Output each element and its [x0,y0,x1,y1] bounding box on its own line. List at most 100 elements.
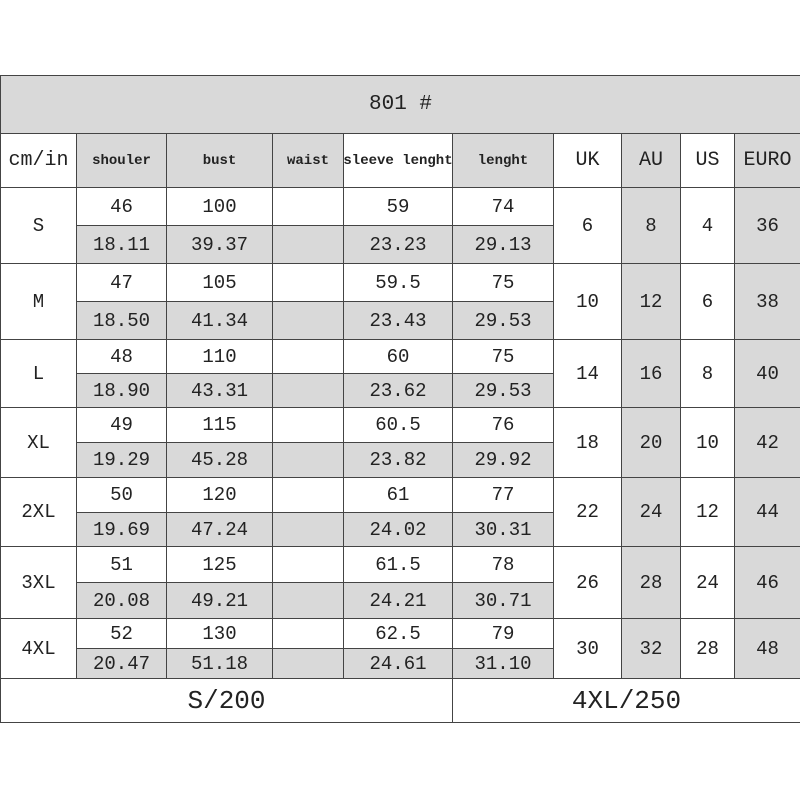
uk-size: 6 [553,187,622,264]
au-size: 8 [621,187,681,264]
au-size: 12 [621,263,681,340]
cm-value: 59.5 [343,263,453,302]
uk-size: 22 [553,477,622,547]
euro-size: 48 [734,618,800,679]
footer-note: S/200 [0,678,453,723]
waist-empty [272,225,344,264]
au-size: 20 [621,407,681,478]
waist-empty [272,618,344,649]
inch-value: 30.31 [452,512,554,547]
inch-value: 47.24 [166,512,273,547]
inch-value: 43.31 [166,373,273,408]
inch-value: 20.47 [76,648,167,679]
column-header: US [680,133,735,188]
cm-value: 130 [166,618,273,649]
cm-value: 120 [166,477,273,513]
inch-value: 39.37 [166,225,273,264]
cm-value: 76 [452,407,554,443]
inch-value: 45.28 [166,442,273,478]
uk-size: 26 [553,546,622,619]
au-size: 32 [621,618,681,679]
cm-value: 52 [76,618,167,649]
cm-value: 49 [76,407,167,443]
column-header: waist [272,133,344,188]
euro-size: 46 [734,546,800,619]
size-label: 2XL [0,477,77,547]
uk-size: 10 [553,263,622,340]
size-label: 3XL [0,546,77,619]
cm-value: 62.5 [343,618,453,649]
euro-size: 40 [734,339,800,408]
cm-value: 75 [452,263,554,302]
inch-value: 29.92 [452,442,554,478]
column-header: UK [553,133,622,188]
column-header: sleeve lenght [343,133,453,188]
inch-value: 23.23 [343,225,453,264]
us-size: 24 [680,546,735,619]
size-label: M [0,263,77,340]
inch-value: 31.10 [452,648,554,679]
inch-value: 24.02 [343,512,453,547]
column-header: EURO [734,133,800,188]
cm-value: 60 [343,339,453,374]
cm-value: 59 [343,187,453,226]
cm-value: 78 [452,546,554,583]
inch-value: 19.29 [76,442,167,478]
cm-value: 46 [76,187,167,226]
column-header: shouler [76,133,167,188]
uk-size: 30 [553,618,622,679]
inch-value: 30.71 [452,582,554,619]
column-header: AU [621,133,681,188]
us-size: 12 [680,477,735,547]
column-header: lenght [452,133,554,188]
cm-value: 47 [76,263,167,302]
uk-size: 18 [553,407,622,478]
waist-empty [272,301,344,340]
inch-value: 29.53 [452,301,554,340]
cm-value: 61 [343,477,453,513]
waist-empty [272,263,344,302]
size-label: L [0,339,77,408]
euro-size: 38 [734,263,800,340]
inch-value: 49.21 [166,582,273,619]
column-header: cm/in [0,133,77,188]
inch-value: 18.50 [76,301,167,340]
waist-empty [272,582,344,619]
au-size: 16 [621,339,681,408]
us-size: 28 [680,618,735,679]
waist-empty [272,339,344,374]
inch-value: 29.13 [452,225,554,264]
waist-empty [272,442,344,478]
inch-value: 51.18 [166,648,273,679]
inch-value: 18.90 [76,373,167,408]
cm-value: 79 [452,618,554,649]
size-label: XL [0,407,77,478]
cm-value: 115 [166,407,273,443]
inch-value: 24.21 [343,582,453,619]
euro-size: 42 [734,407,800,478]
size-label: 4XL [0,618,77,679]
inch-value: 20.08 [76,582,167,619]
cm-value: 75 [452,339,554,374]
inch-value: 24.61 [343,648,453,679]
column-header: bust [166,133,273,188]
waist-empty [272,373,344,408]
waist-empty [272,477,344,513]
us-size: 10 [680,407,735,478]
inch-value: 23.43 [343,301,453,340]
size-label: S [0,187,77,264]
cm-value: 105 [166,263,273,302]
inch-value: 18.11 [76,225,167,264]
waist-empty [272,187,344,226]
us-size: 4 [680,187,735,264]
waist-empty [272,407,344,443]
cm-value: 77 [452,477,554,513]
uk-size: 14 [553,339,622,408]
waist-empty [272,512,344,547]
inch-value: 23.82 [343,442,453,478]
cm-value: 61.5 [343,546,453,583]
waist-empty [272,546,344,583]
cm-value: 100 [166,187,273,226]
au-size: 28 [621,546,681,619]
